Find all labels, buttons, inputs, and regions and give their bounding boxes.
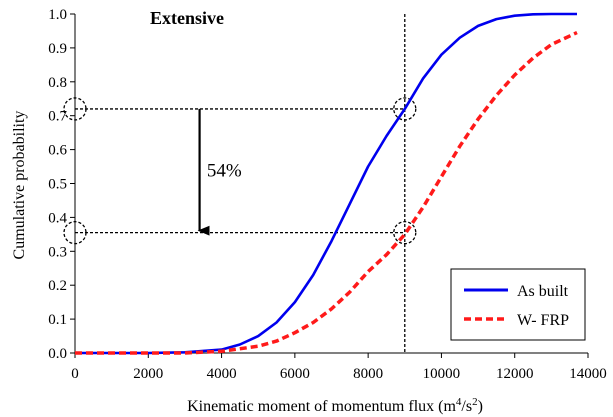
legend: As built W- FRP <box>450 268 586 341</box>
y-tick-label: 0.3 <box>48 244 67 260</box>
x-axis-label-sup2: 2 <box>472 396 478 408</box>
y-tick-label: 0.9 <box>48 41 67 57</box>
highlight-circle <box>63 97 87 121</box>
annotation-layer: 54% <box>63 14 417 353</box>
x-tick-label: 2000 <box>133 366 163 382</box>
x-axis-label-main: Kinematic moment of momentum flux (m <box>187 398 456 415</box>
highlight-circle <box>63 221 87 245</box>
plot-area: 0 2000 4000 6000 8000 10000 12000 14000 0.00.10… <box>48 7 607 382</box>
y-tick-label: 0.0 <box>48 346 67 362</box>
y-tick-label: 0.6 <box>48 143 67 159</box>
y-tick-label: 0.5 <box>48 177 67 193</box>
x-axis-label-end: ) <box>478 398 483 415</box>
x-tick-label: 14000 <box>569 366 607 382</box>
y-axis-label: Cumulative probability <box>11 111 28 260</box>
x-tick-label: 4000 <box>207 366 237 382</box>
y-tick-label: 0.4 <box>48 210 67 226</box>
y-tick-label: 1.0 <box>48 7 67 23</box>
x-tick-label: 10000 <box>423 366 461 382</box>
x-tick-label: 8000 <box>353 366 383 382</box>
y-tick-label: 0.7 <box>48 109 67 125</box>
x-tick-label: 0 <box>71 366 79 382</box>
x-tick-label: 6000 <box>280 366 310 382</box>
highlight-circle <box>393 97 417 121</box>
series-layer <box>75 12 578 355</box>
y-ticks: 0.0 0.1 0.2 0.3 0.4 0.5 0.6 0.7 0.8 0.9 1.0 <box>48 7 75 362</box>
y-tick-label: 0.8 <box>48 75 67 91</box>
x-tick-label: 12000 <box>496 366 534 382</box>
legend-box <box>450 268 586 341</box>
reduction-label: 54% <box>207 161 242 182</box>
x-ticks: 0 2000 4000 6000 8000 10000 12000 14000 <box>71 353 607 382</box>
x-axis-label: Kinematic moment of momentum flux (m4/s2… <box>187 396 483 415</box>
y-tick-label: 0.2 <box>48 278 67 294</box>
series-line-as-built <box>75 12 577 355</box>
highlight-circle <box>393 221 417 245</box>
chart-title: Extensive <box>150 8 224 28</box>
series-line-w-frp <box>75 31 578 355</box>
x-axis-label-sup1: 4 <box>456 396 462 408</box>
legend-label-as-built: As built <box>517 283 569 300</box>
x-axis-label-mid: /s <box>461 398 472 415</box>
y-tick-label: 0.1 <box>48 312 67 328</box>
legend-label-w-frp: W- FRP <box>517 312 569 329</box>
